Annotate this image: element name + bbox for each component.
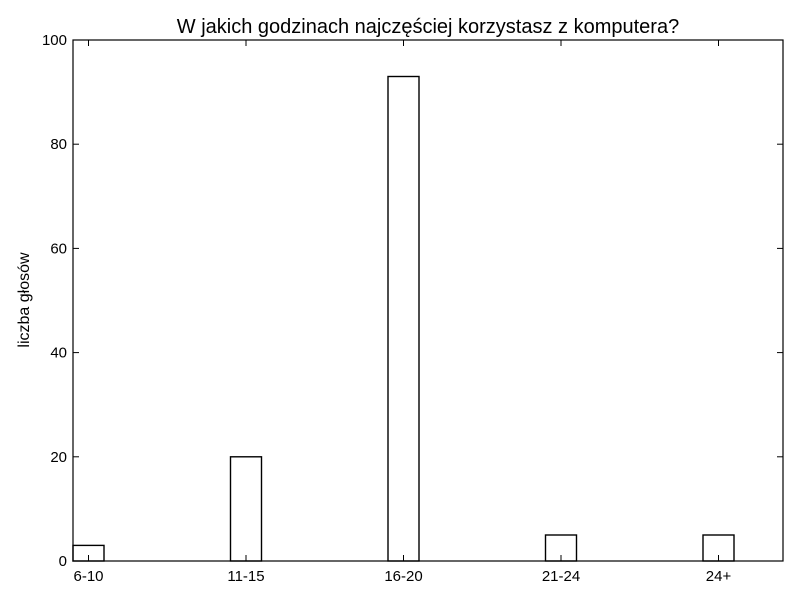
chart-title: W jakich godzinach najczęściej korzystas… bbox=[177, 16, 679, 38]
x-tick-label: 16-20 bbox=[384, 568, 422, 585]
bar-11-15 bbox=[229, 456, 263, 562]
x-tick-label: 24+ bbox=[706, 568, 732, 585]
plot-frame bbox=[72, 39, 784, 562]
y-tick-label: 60 bbox=[50, 240, 67, 257]
x-tick-label: 6-10 bbox=[73, 568, 103, 585]
y-tick-label: 80 bbox=[50, 136, 67, 153]
plot-area: 6-10 11-15 16-20 21-24 24+ 0 20 40 60 80 100 bbox=[42, 32, 784, 585]
x-tick-label: 21-24 bbox=[542, 568, 580, 585]
y-tick-label: 40 bbox=[50, 345, 67, 362]
bar-16-20 bbox=[387, 75, 420, 562]
y-tick-label: 100 bbox=[42, 32, 67, 49]
y-axis-label: liczba głosów bbox=[16, 252, 33, 348]
x-tick-label: 11-15 bbox=[227, 568, 264, 585]
y-tick-label: 0 bbox=[59, 553, 67, 570]
y-tick-label: 20 bbox=[50, 449, 67, 466]
